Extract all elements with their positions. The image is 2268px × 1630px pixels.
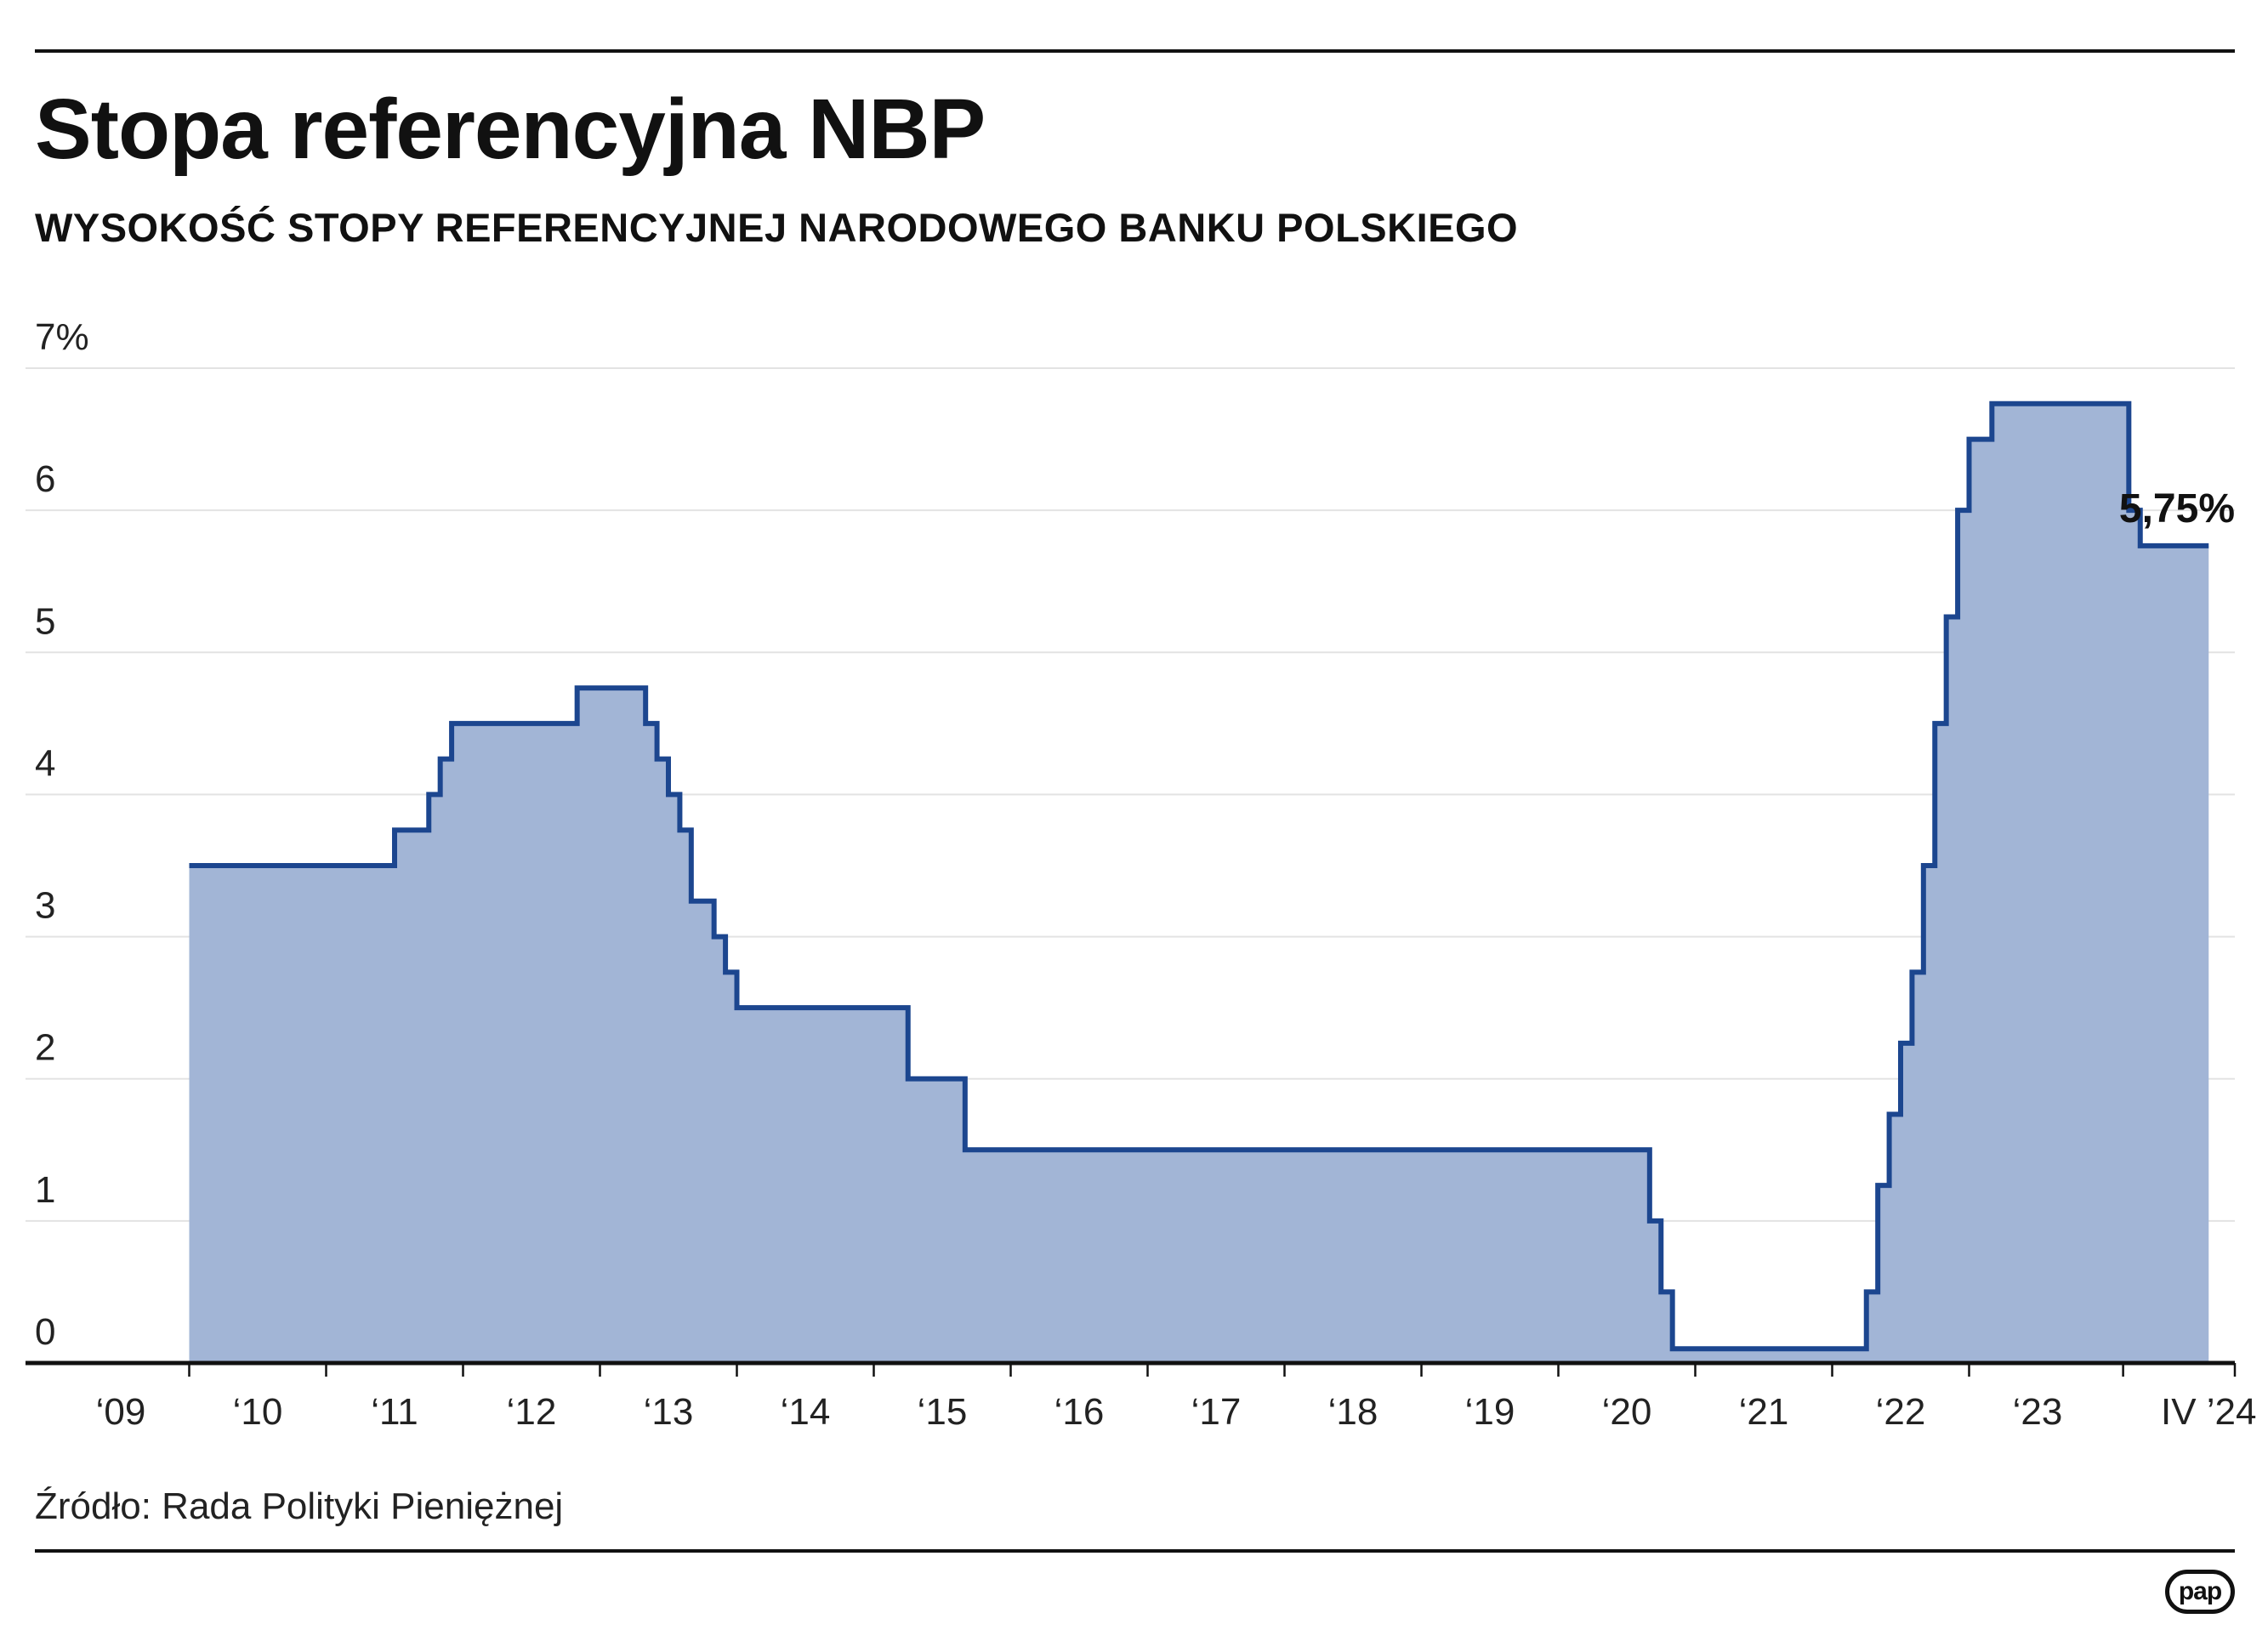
y-tick-label: 0: [35, 1311, 55, 1353]
source-note: Źródło: Rada Polityki Pieniężnej: [35, 1485, 564, 1527]
y-tick-label: 7%: [35, 316, 89, 358]
chart-subtitle: WYSOKOŚĆ STOPY REFERENCYJNEJ NARODOWEGO …: [35, 205, 1519, 250]
chart-title: Stopa referencyjna NBP: [35, 82, 986, 177]
annotations: 5,75%: [2119, 486, 2235, 531]
y-tick-label: 5: [35, 600, 55, 642]
x-tick-label: ‘23: [2013, 1391, 2063, 1433]
x-tick-label: ‘13: [644, 1391, 694, 1433]
bottom-rule: [35, 1549, 2235, 1553]
rate-area: [189, 400, 2209, 1364]
x-tick-label: ‘12: [507, 1391, 557, 1433]
y-tick-label: 1: [35, 1169, 55, 1211]
top-rule: [35, 49, 2235, 53]
x-tick-label: ‘16: [1054, 1391, 1105, 1433]
y-tick-labels: 0 1 2 3 4 5 6 7%: [35, 316, 89, 1353]
x-tick-label: ‘11: [371, 1391, 418, 1433]
rate-line: [189, 400, 2209, 1352]
x-tick-label: ‘17: [1191, 1391, 1242, 1433]
x-tick-labels: ‘09 ‘10 ‘11 ‘12 ‘13 ‘14 ‘15 ‘16 ‘17 ‘18 ‘19 ‘20 ‘21 ‘…: [96, 1391, 2257, 1433]
y-tick-label: 4: [35, 742, 55, 784]
x-tick-label: ‘14: [781, 1391, 831, 1433]
x-tick-label: ‘18: [1328, 1391, 1378, 1433]
x-tick-label: ‘19: [1465, 1391, 1515, 1433]
pap-logo: pap: [2165, 1570, 2235, 1614]
x-tick-label: IV ’24: [2161, 1391, 2257, 1433]
x-tick-label: ‘10: [233, 1391, 283, 1433]
y-tick-label: 3: [35, 885, 55, 927]
x-tick-label: ‘15: [918, 1391, 968, 1433]
y-tick-label: 6: [35, 458, 55, 500]
rate-fill: [189, 403, 2209, 1364]
y-tick-label: 2: [35, 1027, 55, 1069]
x-axis: [26, 1360, 2237, 1377]
x-tick-label: ‘21: [1739, 1391, 1789, 1433]
x-tick-label: ‘09: [96, 1391, 146, 1433]
x-tick-label: ‘20: [1602, 1391, 1652, 1433]
x-tick-label: ‘22: [1876, 1391, 1926, 1433]
value-annotation: 5,75%: [2119, 486, 2235, 531]
